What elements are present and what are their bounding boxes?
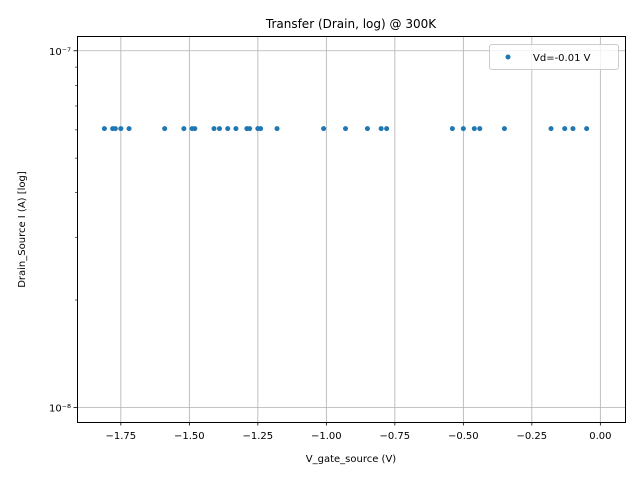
chart-title: Transfer (Drain, log) @ 300K bbox=[265, 17, 437, 31]
data-point bbox=[471, 126, 477, 132]
plot-area-frame bbox=[77, 36, 626, 423]
data-point bbox=[192, 126, 198, 132]
data-points bbox=[101, 126, 590, 132]
data-point bbox=[364, 126, 370, 132]
data-point bbox=[570, 126, 576, 132]
y-axis-ticks: 10⁻⁸ 10⁻⁷ bbox=[49, 47, 77, 414]
x-tick-label: 0.00 bbox=[589, 431, 611, 442]
data-point bbox=[501, 126, 507, 132]
data-point bbox=[477, 126, 483, 132]
x-tick-label: −1.75 bbox=[106, 431, 137, 442]
data-point bbox=[101, 126, 107, 132]
legend-label: Vd=-0.01 V bbox=[533, 53, 591, 64]
x-tick-label: −0.75 bbox=[380, 431, 411, 442]
data-point bbox=[211, 126, 217, 132]
data-point bbox=[548, 126, 554, 132]
data-point bbox=[225, 126, 231, 132]
data-point bbox=[181, 126, 187, 132]
data-point bbox=[384, 126, 390, 132]
x-tick-label: −0.50 bbox=[448, 431, 479, 442]
legend-box bbox=[489, 44, 619, 70]
x-tick-label: −1.00 bbox=[311, 431, 342, 442]
x-tick-label: −0.25 bbox=[517, 431, 548, 442]
data-point bbox=[449, 126, 455, 132]
x-tick-label: −1.25 bbox=[243, 431, 274, 442]
data-point bbox=[216, 126, 222, 132]
data-point bbox=[274, 126, 280, 132]
y-tick-label: 10⁻⁷ bbox=[49, 47, 71, 58]
y-axis-title: Drain_Source I (A) [log] bbox=[17, 171, 28, 288]
legend: Vd=-0.01 V bbox=[489, 44, 619, 70]
data-point bbox=[162, 126, 168, 132]
data-point bbox=[321, 126, 327, 132]
data-point bbox=[233, 126, 239, 132]
x-tick-label: −1.50 bbox=[174, 431, 205, 442]
minor-ticks bbox=[75, 66, 77, 301]
data-point bbox=[258, 126, 264, 132]
data-point bbox=[126, 126, 132, 132]
data-point bbox=[378, 126, 384, 132]
y-tick-label: 10⁻⁸ bbox=[49, 403, 71, 414]
x-axis-title: V_gate_source (V) bbox=[306, 454, 397, 465]
data-point bbox=[584, 126, 590, 132]
data-point bbox=[112, 126, 118, 132]
data-point bbox=[247, 126, 253, 132]
data-point bbox=[460, 126, 466, 132]
legend-marker bbox=[505, 54, 511, 60]
data-point bbox=[343, 126, 349, 132]
data-point bbox=[562, 126, 568, 132]
x-axis-ticks: −1.75 −1.50 −1.25 −1.00 −0.75 −0.50 −0.25 0.00 bbox=[106, 422, 611, 442]
data-point bbox=[118, 126, 124, 132]
